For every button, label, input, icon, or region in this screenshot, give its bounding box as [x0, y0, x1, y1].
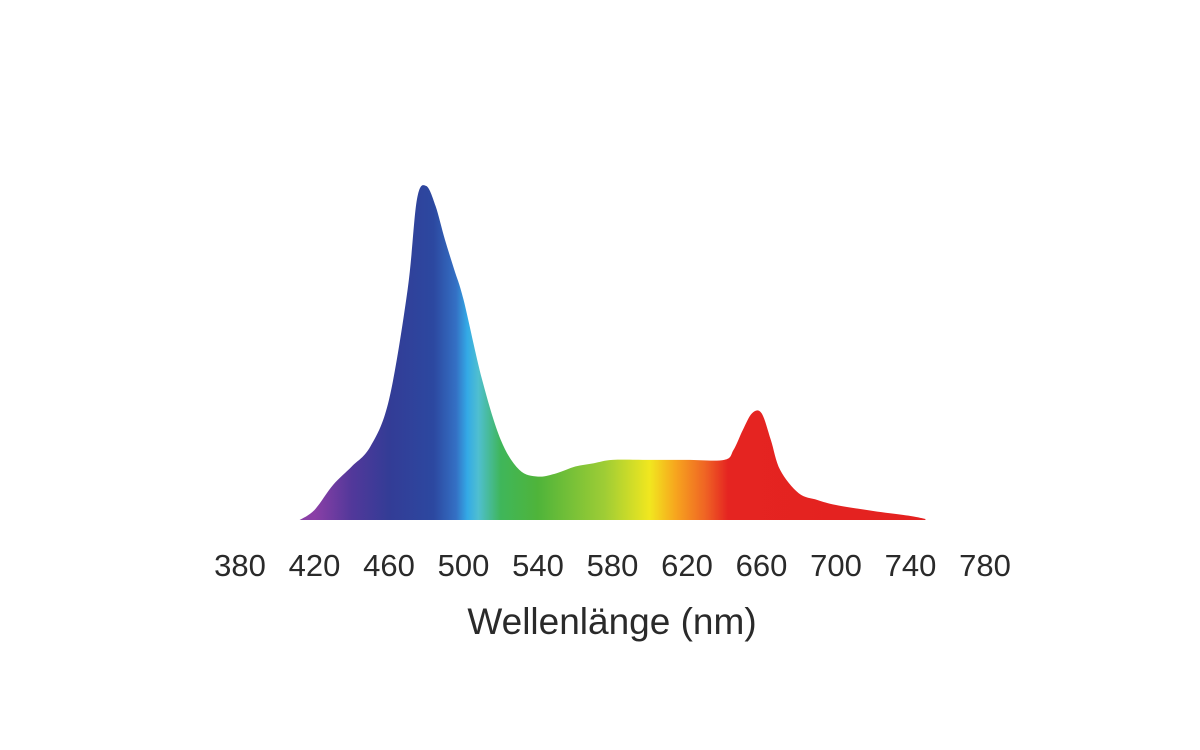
- x-tick-label: 540: [512, 548, 564, 583]
- x-tick-label: 380: [214, 548, 266, 583]
- x-tick-label: 700: [810, 548, 862, 583]
- x-tick-label: 780: [959, 548, 1011, 583]
- x-tick-label: 420: [289, 548, 341, 583]
- x-axis-label: Wellenlänge (nm): [467, 601, 756, 642]
- x-tick-label: 580: [587, 548, 639, 583]
- x-tick-label: 660: [736, 548, 788, 583]
- x-tick-label: 740: [885, 548, 937, 583]
- spectrum-area: [299, 185, 926, 520]
- x-tick-label: 460: [363, 548, 415, 583]
- x-tick-label: 500: [438, 548, 490, 583]
- x-tick-label: 620: [661, 548, 713, 583]
